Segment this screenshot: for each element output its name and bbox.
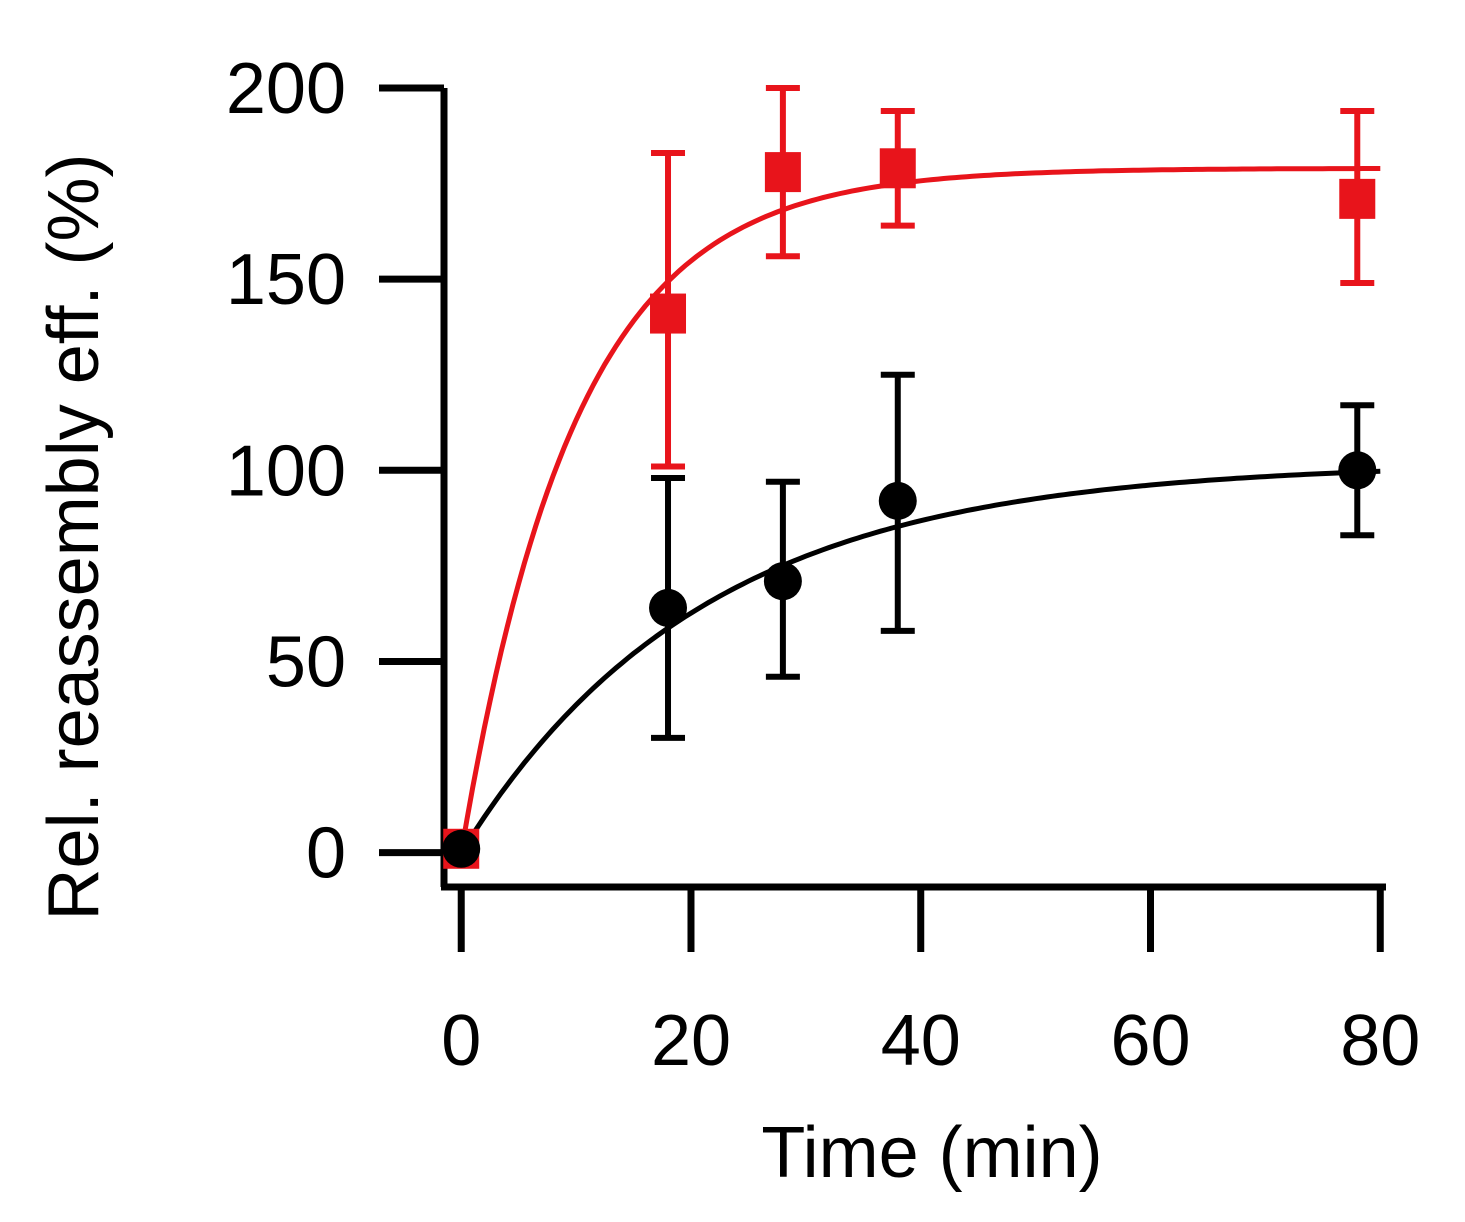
x-axis-title: Time (min) <box>761 1113 1102 1193</box>
data-point-black <box>442 829 481 868</box>
data-point-red <box>764 152 801 193</box>
plot-area: 0 50 100 150 200 0 20 40 60 80 <box>226 49 1420 1081</box>
x-tick-label: 40 <box>881 1001 961 1081</box>
fit-curve-red <box>458 166 1381 854</box>
y-tick-label: 200 <box>226 49 346 129</box>
data-point-black <box>649 588 688 627</box>
data-point-black <box>763 562 802 601</box>
y-tick-label: 100 <box>226 431 346 511</box>
x-tick-label: 80 <box>1340 1001 1420 1081</box>
x-tick-label: 60 <box>1110 1001 1190 1081</box>
y-tick-label: 0 <box>306 814 346 894</box>
x-tick-label: 0 <box>441 1001 481 1081</box>
data-point-red <box>879 148 916 189</box>
fit-curve-black <box>459 468 1381 854</box>
x-tick-label: 20 <box>651 1001 731 1081</box>
y-tick-label: 150 <box>226 240 346 320</box>
y-axis-title: Rel. reassembly eff. (%) <box>34 154 114 921</box>
fit-curves <box>458 166 1381 854</box>
data-point-black <box>878 481 917 520</box>
data-markers <box>442 148 1377 869</box>
data-point-red <box>1339 178 1376 219</box>
y-axis-ticks: 0 50 100 150 200 <box>226 49 444 894</box>
data-point-black <box>1338 451 1377 490</box>
x-axis-ticks: 0 20 40 60 80 <box>441 887 1420 1081</box>
error-bars <box>651 85 1375 741</box>
data-point-red <box>650 293 687 334</box>
y-tick-label: 50 <box>266 622 346 702</box>
